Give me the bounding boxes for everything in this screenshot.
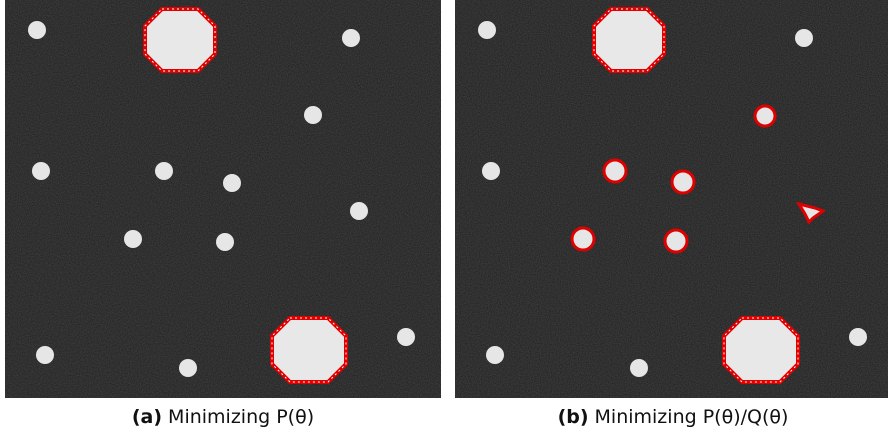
panel-b-svg <box>455 0 888 398</box>
panel-b-caption-text: Minimizing P(θ)/Q(θ) <box>594 406 789 428</box>
small-blob <box>849 328 867 346</box>
small-blob-segmented <box>570 226 596 252</box>
small-blob-segmented <box>663 228 689 254</box>
contour-highlight <box>144 8 216 72</box>
contour-highlight <box>593 8 665 72</box>
panel-a-svg <box>5 0 441 398</box>
panel-a-caption: (a) Minimizing P(θ) <box>5 398 441 436</box>
small-blob <box>486 346 504 364</box>
large-octagon-top-segmented <box>143 7 217 73</box>
small-blob <box>179 359 197 377</box>
large-octagon-bottom-segmented <box>722 316 800 384</box>
small-blob <box>216 233 234 251</box>
panel-a-noise <box>5 0 441 398</box>
small-blob <box>482 162 500 180</box>
contour-highlight <box>271 317 347 383</box>
panel-b-caption: (b) Minimizing P(θ)/Q(θ) <box>455 398 888 436</box>
small-blob <box>795 29 813 47</box>
small-blob <box>155 162 173 180</box>
panel-a-image <box>5 0 441 398</box>
small-blob <box>342 29 360 47</box>
panel-a-caption-text: Minimizing P(θ) <box>168 406 315 428</box>
small-blob-segmented <box>602 158 628 184</box>
small-blob-segmented-irregular <box>795 201 827 225</box>
small-blob-segmented <box>670 169 696 195</box>
panel-b-label: (b) <box>557 406 589 428</box>
panel-a-label: (a) <box>131 406 163 428</box>
small-blob <box>397 328 415 346</box>
small-blob-segmented <box>753 104 777 128</box>
small-blob <box>124 230 142 248</box>
small-blob <box>478 21 496 39</box>
small-blob <box>350 202 368 220</box>
panel-b-image <box>455 0 888 398</box>
panel-b-noise <box>455 0 888 398</box>
small-blob <box>28 21 46 39</box>
small-blob <box>36 346 54 364</box>
large-octagon-top-segmented <box>592 7 666 73</box>
small-blob <box>32 162 50 180</box>
small-blob <box>223 174 241 192</box>
small-blob <box>630 359 648 377</box>
small-blob <box>304 106 322 124</box>
contour-highlight <box>723 317 799 383</box>
large-octagon-bottom-segmented <box>270 316 348 384</box>
